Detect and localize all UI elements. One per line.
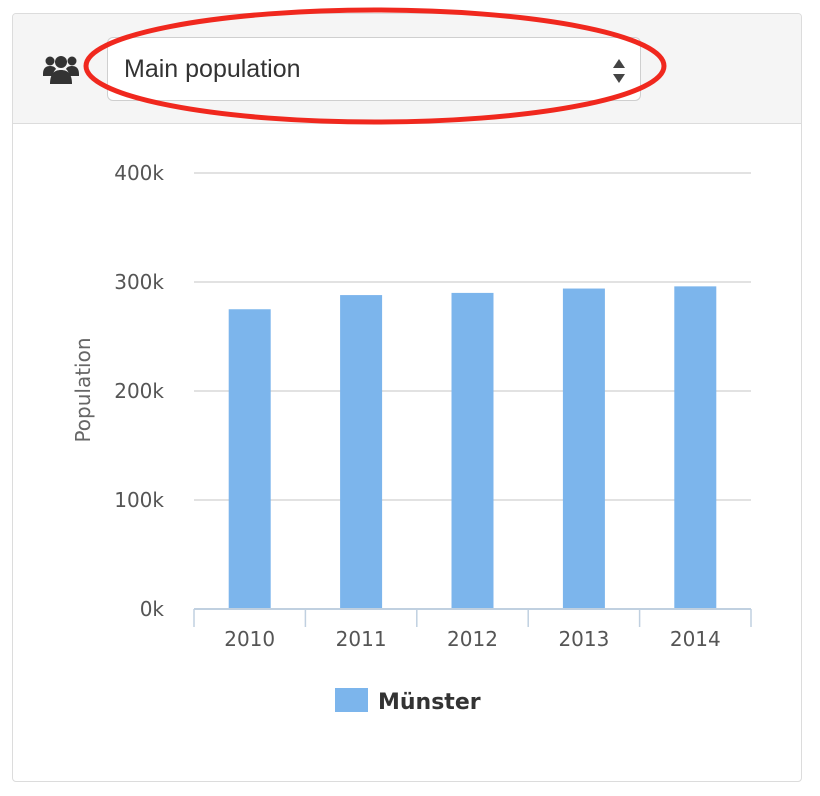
x-tick-label: 2013 — [558, 627, 609, 651]
y-tick-label: 100k — [114, 488, 164, 512]
bar-2013[interactable] — [562, 288, 605, 609]
y-tick-label: 400k — [114, 161, 164, 185]
x-tick-label: 2011 — [336, 627, 387, 651]
legend-swatch — [335, 688, 368, 712]
x-tick-label: 2010 — [224, 627, 275, 651]
y-tick-label: 200k — [114, 379, 164, 403]
x-tick-label: 2014 — [670, 627, 721, 651]
chart-legend[interactable]: Münster — [335, 688, 481, 715]
y-tick-label: 0k — [140, 597, 165, 621]
legend-label: Münster — [378, 690, 481, 715]
x-tick-label: 2012 — [447, 627, 498, 651]
bar-2014[interactable] — [674, 286, 717, 609]
y-axis-label: Population — [71, 337, 95, 442]
bar-2011[interactable] — [340, 295, 383, 609]
y-tick-label: 300k — [114, 270, 164, 294]
bar-2012[interactable] — [451, 292, 494, 609]
users-icon — [43, 56, 79, 84]
bar-2010[interactable] — [228, 309, 271, 609]
